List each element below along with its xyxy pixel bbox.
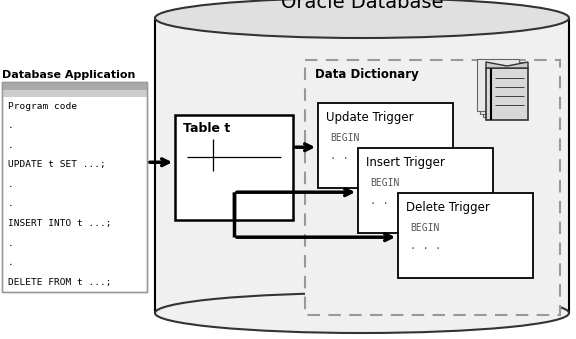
- Bar: [358, 148, 493, 233]
- Bar: [305, 60, 560, 315]
- Bar: [486, 68, 528, 120]
- Text: Update Trigger: Update Trigger: [326, 111, 414, 124]
- Bar: [2, 82, 147, 292]
- Text: .: .: [8, 141, 14, 150]
- Text: DELETE FROM t ...;: DELETE FROM t ...;: [8, 278, 112, 286]
- Bar: [155, 18, 569, 313]
- Text: INSERT INTO t ...;: INSERT INTO t ...;: [8, 219, 112, 228]
- Bar: [480, 62, 522, 114]
- Text: Oracle Database: Oracle Database: [281, 0, 444, 12]
- Text: BEGIN: BEGIN: [410, 223, 439, 233]
- Bar: [398, 193, 533, 278]
- Text: .: .: [8, 258, 14, 267]
- Bar: [175, 115, 293, 220]
- Text: Program code: Program code: [8, 102, 77, 111]
- Bar: [318, 103, 453, 188]
- Text: UPDATE t SET ...;: UPDATE t SET ...;: [8, 160, 106, 170]
- Text: .: .: [8, 180, 14, 189]
- Text: .: .: [8, 239, 14, 247]
- Text: Database Application: Database Application: [2, 70, 135, 80]
- Text: . . .: . . .: [370, 196, 401, 206]
- Text: Insert Trigger: Insert Trigger: [366, 156, 445, 169]
- Bar: [2, 82, 147, 90]
- Bar: [2, 90, 147, 97]
- Ellipse shape: [155, 0, 569, 38]
- Text: . . .: . . .: [410, 241, 441, 251]
- Bar: [483, 65, 525, 117]
- Polygon shape: [486, 62, 528, 68]
- Text: Table t: Table t: [183, 122, 230, 135]
- Text: BEGIN: BEGIN: [370, 178, 399, 188]
- Text: . . .: . . .: [330, 151, 361, 161]
- Text: .: .: [8, 121, 14, 131]
- Text: Data Dictionary: Data Dictionary: [315, 68, 419, 81]
- Text: Delete Trigger: Delete Trigger: [406, 201, 490, 214]
- Bar: [477, 59, 519, 111]
- Text: .: .: [8, 199, 14, 208]
- Bar: [2, 82, 147, 292]
- Text: BEGIN: BEGIN: [330, 133, 359, 143]
- Ellipse shape: [155, 293, 569, 333]
